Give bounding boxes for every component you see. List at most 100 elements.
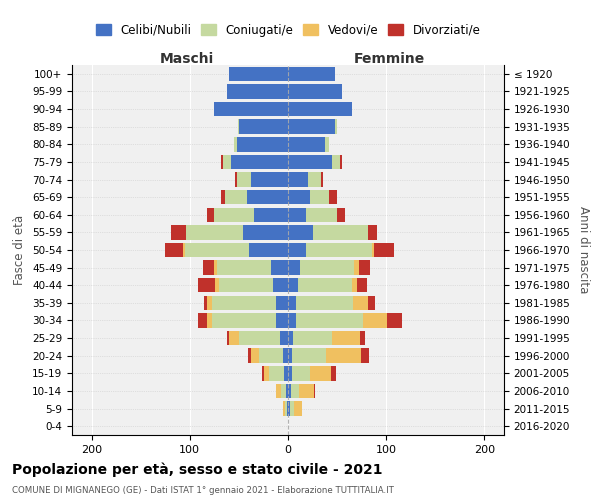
Bar: [235, 172, 237, 186]
Bar: [332, 331, 359, 345]
Bar: [276, 384, 281, 398]
Bar: [354, 260, 359, 275]
Bar: [288, 384, 291, 398]
Bar: [352, 278, 357, 292]
Bar: [286, 384, 288, 398]
Bar: [325, 137, 329, 152]
Bar: [280, 331, 288, 345]
Bar: [313, 225, 368, 240]
Bar: [227, 84, 288, 98]
Bar: [310, 190, 329, 204]
Bar: [308, 172, 322, 186]
Bar: [326, 348, 361, 363]
Bar: [185, 243, 249, 257]
Bar: [262, 366, 265, 380]
Y-axis label: Anni di nascita: Anni di nascita: [577, 206, 590, 294]
Bar: [284, 366, 288, 380]
Bar: [237, 137, 288, 152]
Bar: [288, 172, 308, 186]
Bar: [273, 278, 288, 292]
Bar: [288, 331, 293, 345]
Bar: [238, 120, 239, 134]
Bar: [288, 366, 292, 380]
Bar: [221, 190, 225, 204]
Bar: [208, 314, 212, 328]
Bar: [288, 208, 305, 222]
Bar: [340, 154, 342, 169]
Bar: [329, 190, 337, 204]
Bar: [271, 260, 288, 275]
Bar: [288, 154, 332, 169]
Bar: [249, 243, 288, 257]
Bar: [223, 154, 231, 169]
Bar: [337, 208, 345, 222]
Bar: [288, 260, 300, 275]
Bar: [227, 331, 229, 345]
Bar: [259, 348, 283, 363]
Bar: [293, 331, 332, 345]
Bar: [374, 243, 394, 257]
Text: COMUNE DI MIGNANEGO (GE) - Dati ISTAT 1° gennaio 2021 - Elaborazione TUTTITALIA.: COMUNE DI MIGNANEGO (GE) - Dati ISTAT 1°…: [12, 486, 394, 495]
Bar: [269, 366, 284, 380]
Bar: [285, 402, 287, 416]
Bar: [219, 278, 273, 292]
Bar: [197, 314, 208, 328]
Text: Maschi: Maschi: [160, 52, 214, 66]
Bar: [288, 102, 352, 117]
Bar: [212, 314, 276, 328]
Bar: [296, 314, 362, 328]
Bar: [214, 102, 288, 117]
Bar: [288, 120, 335, 134]
Bar: [221, 154, 223, 169]
Bar: [225, 190, 247, 204]
Bar: [251, 348, 259, 363]
Bar: [298, 278, 352, 292]
Bar: [283, 402, 285, 416]
Bar: [265, 366, 269, 380]
Bar: [239, 331, 280, 345]
Bar: [332, 154, 340, 169]
Bar: [299, 384, 314, 398]
Bar: [248, 348, 251, 363]
Legend: Celibi/Nubili, Coniugati/e, Vedovi/e, Divorziati/e: Celibi/Nubili, Coniugati/e, Vedovi/e, Di…: [91, 19, 485, 42]
Bar: [281, 384, 286, 398]
Bar: [288, 190, 310, 204]
Text: Popolazione per età, sesso e stato civile - 2021: Popolazione per età, sesso e stato civil…: [12, 462, 383, 477]
Bar: [229, 331, 239, 345]
Bar: [197, 278, 215, 292]
Bar: [335, 120, 337, 134]
Bar: [305, 243, 373, 257]
Bar: [203, 296, 208, 310]
Bar: [359, 260, 370, 275]
Bar: [288, 137, 325, 152]
Bar: [368, 225, 377, 240]
Bar: [300, 260, 354, 275]
Bar: [288, 314, 296, 328]
Bar: [234, 137, 237, 152]
Bar: [231, 154, 288, 169]
Bar: [362, 314, 387, 328]
Bar: [287, 402, 288, 416]
Bar: [357, 278, 367, 292]
Bar: [212, 296, 276, 310]
Bar: [292, 348, 326, 363]
Bar: [243, 225, 288, 240]
Bar: [288, 278, 298, 292]
Bar: [214, 260, 217, 275]
Bar: [359, 331, 365, 345]
Bar: [254, 208, 288, 222]
Bar: [373, 243, 374, 257]
Bar: [276, 296, 288, 310]
Bar: [294, 402, 302, 416]
Y-axis label: Fasce di età: Fasce di età: [13, 215, 26, 285]
Bar: [206, 208, 214, 222]
Bar: [368, 296, 376, 310]
Bar: [276, 314, 288, 328]
Bar: [183, 243, 185, 257]
Bar: [314, 384, 316, 398]
Bar: [387, 314, 402, 328]
Bar: [217, 260, 271, 275]
Bar: [288, 348, 292, 363]
Bar: [288, 243, 305, 257]
Bar: [229, 66, 288, 81]
